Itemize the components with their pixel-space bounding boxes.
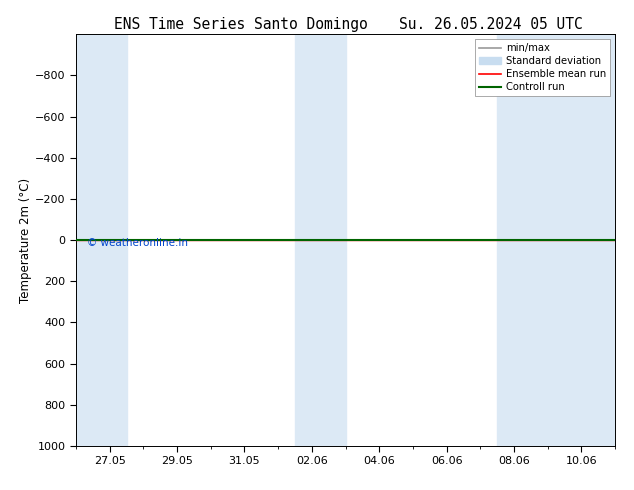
Bar (497, 34, 615, 446)
Y-axis label: Temperature 2m (°C): Temperature 2m (°C) (20, 177, 32, 303)
Bar (76, 34, 127, 446)
Bar (295, 34, 346, 446)
Text: ENS Time Series Santo Domingo: ENS Time Series Santo Domingo (114, 17, 368, 32)
Text: Su. 26.05.2024 05 UTC: Su. 26.05.2024 05 UTC (399, 17, 583, 32)
Legend: min/max, Standard deviation, Ensemble mean run, Controll run: min/max, Standard deviation, Ensemble me… (475, 39, 610, 97)
Text: © weatheronline.in: © weatheronline.in (87, 238, 188, 248)
